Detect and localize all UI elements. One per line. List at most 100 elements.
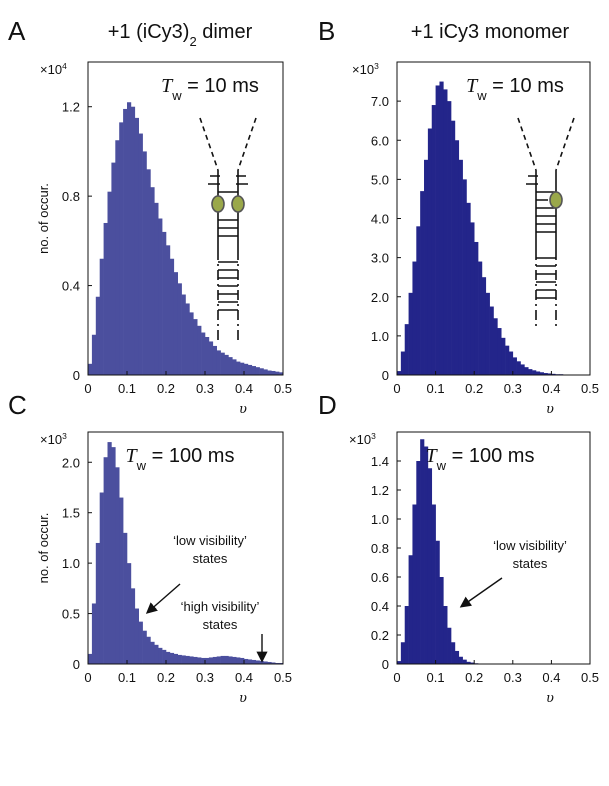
y-tick-label: 1.0 — [62, 556, 80, 571]
histogram-bar — [462, 179, 467, 375]
y-tick-label: 2.0 — [371, 290, 389, 305]
histogram-bar — [220, 655, 225, 664]
histogram-bar — [454, 140, 460, 375]
histogram-bar — [162, 649, 167, 664]
panel-label: D — [318, 390, 337, 420]
histogram-bar — [397, 371, 402, 375]
histogram-bar — [439, 577, 444, 664]
histogram-bar — [501, 337, 506, 375]
histogram-bar — [232, 656, 237, 664]
histogram-bar — [236, 657, 241, 664]
histogram-bar — [193, 656, 198, 664]
note: states — [193, 551, 228, 566]
histogram-bar — [470, 222, 475, 375]
tw-annotation-part: = 10 ms — [182, 75, 259, 97]
histogram-bar — [251, 659, 256, 664]
x-axis-label: υ — [239, 691, 247, 706]
histogram-bar — [497, 328, 502, 375]
histogram-bar — [212, 345, 217, 375]
panel-title-part: +1 iCy3 monomer — [411, 21, 570, 43]
histogram-bar — [412, 504, 417, 664]
histogram-bar — [99, 258, 104, 375]
histogram-bar — [103, 222, 108, 375]
x-tick-label: 0.4 — [542, 670, 560, 685]
x-tick-label: 0.5 — [581, 381, 599, 396]
histogram-bar — [535, 371, 541, 375]
y-multiplier-part: ×10 — [352, 62, 374, 77]
y-multiplier: ×103 — [40, 431, 67, 447]
y-multiplier: ×103 — [352, 61, 379, 77]
histogram-bar — [201, 332, 206, 375]
histogram-bar — [224, 354, 229, 375]
histogram-bar — [524, 367, 529, 375]
tw-annotation-part: w — [136, 458, 147, 473]
y-tick-label: 0.8 — [371, 541, 389, 556]
x-tick-label: 0 — [84, 670, 91, 685]
histogram-bar — [127, 563, 132, 664]
tw-annotation-part: T — [161, 75, 174, 97]
histogram-bar — [247, 364, 253, 375]
histogram-bar — [275, 662, 280, 664]
histogram-bar — [189, 312, 194, 375]
histogram-bar — [408, 292, 413, 375]
histogram-bar — [162, 231, 167, 375]
histogram-bar — [166, 245, 171, 375]
histogram-bar — [271, 370, 276, 375]
panel-title: +1 (iCy3)2 dimer — [108, 21, 253, 49]
x-tick-label: 0 — [393, 670, 400, 685]
histogram-bar — [216, 656, 221, 664]
x-axis-label: υ — [239, 402, 247, 417]
histogram-bar — [95, 296, 100, 375]
histogram-bar — [458, 159, 463, 375]
histogram-bar — [427, 128, 433, 375]
histogram-bar — [443, 606, 448, 664]
histogram-bar — [420, 439, 425, 664]
histogram-bar — [99, 492, 104, 664]
histogram-bar — [489, 306, 494, 375]
y-tick-label: 0.4 — [62, 279, 80, 294]
histogram-bar — [547, 373, 552, 375]
histogram-bar — [177, 283, 182, 375]
histogram-bar — [412, 261, 417, 375]
histogram-bar — [91, 603, 97, 664]
y-tick-label: 0.6 — [371, 570, 389, 585]
histogram-bar — [119, 497, 124, 664]
histogram-bar — [528, 369, 533, 375]
panel-label: C — [8, 390, 27, 420]
histogram-bar — [88, 363, 93, 375]
x-tick-label: 0.3 — [504, 670, 522, 685]
histogram-bar — [431, 105, 436, 375]
histogram-bar — [134, 608, 139, 664]
histogram-bar — [520, 364, 525, 375]
histogram-bar — [130, 106, 136, 375]
y-multiplier-part: 3 — [374, 61, 379, 71]
panel-title-part: +1 (iCy3) — [108, 21, 190, 43]
histogram-bar — [142, 630, 147, 664]
histogram-bar — [451, 120, 456, 375]
histogram-bar — [111, 162, 116, 375]
histogram-bar — [240, 657, 245, 664]
tw-annotation-part: T — [466, 75, 479, 97]
histogram-bar — [119, 122, 124, 375]
histogram-bar — [505, 345, 510, 375]
y-multiplier-part: 4 — [62, 61, 67, 71]
x-tick-label: 0 — [84, 381, 91, 396]
y-multiplier-part: ×10 — [349, 432, 371, 447]
x-tick-label: 0.1 — [118, 381, 136, 396]
histogram-bar — [485, 292, 490, 375]
histogram-bar — [173, 272, 178, 375]
histogram-bar — [400, 642, 406, 664]
x-tick-label: 0.2 — [465, 381, 483, 396]
histogram-bar — [146, 169, 151, 375]
panel-title-part: 2 — [189, 34, 196, 49]
histogram-bar — [420, 191, 425, 375]
histogram-bar — [150, 641, 155, 664]
y-tick-label: 3.0 — [371, 251, 389, 266]
y-tick-label: 6.0 — [371, 133, 389, 148]
histogram-bar — [443, 89, 448, 375]
histogram-bar — [228, 357, 233, 375]
histogram-bar — [424, 446, 429, 664]
tw-annotation-part: = 10 ms — [487, 75, 564, 97]
histogram-bar — [279, 372, 284, 375]
